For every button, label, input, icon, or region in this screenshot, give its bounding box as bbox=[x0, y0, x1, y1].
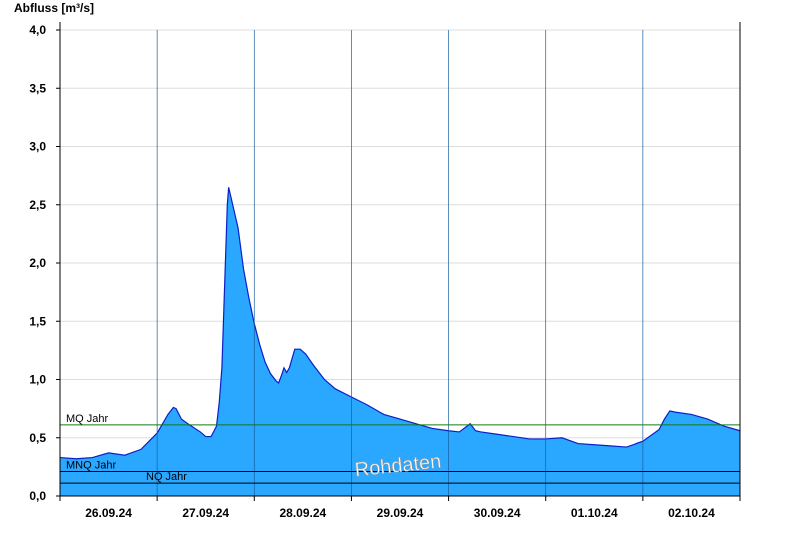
ref-label-mnq-jahr: MNQ Jahr bbox=[66, 460, 116, 472]
y-tick-label: 2,5 bbox=[29, 198, 46, 212]
x-tick-label: 30.09.24 bbox=[474, 506, 521, 520]
discharge-line bbox=[59, 187, 741, 460]
y-tick-label: 1,0 bbox=[29, 373, 46, 387]
discharge-area bbox=[60, 187, 740, 496]
y-tick-label: 1,5 bbox=[29, 314, 46, 328]
x-tick-label: 28.09.24 bbox=[279, 506, 326, 520]
y-tick-label: 2,0 bbox=[29, 256, 46, 270]
y-tick-label: 0,5 bbox=[29, 431, 46, 445]
y-axis-label: Abfluss [m³/s] bbox=[14, 1, 94, 15]
ref-label-nq-jahr: NQ Jahr bbox=[146, 471, 187, 483]
day-lines bbox=[156, 30, 644, 496]
y-tick-label: 3,0 bbox=[29, 140, 46, 154]
grid bbox=[60, 29, 740, 439]
y-tick-label: 4,0 bbox=[29, 23, 46, 37]
y-tick-labels: 0,0 0,5 1,0 1,5 2,0 2,5 3,0 3,5 4,0 bbox=[29, 23, 46, 503]
x-tick-label: 02.10.24 bbox=[668, 506, 715, 520]
y-tick-label: 3,5 bbox=[29, 81, 46, 95]
x-tick-label: 01.10.24 bbox=[571, 506, 618, 520]
y-tick-label: 0,0 bbox=[29, 489, 46, 503]
x-tick-label: 26.09.24 bbox=[85, 506, 132, 520]
x-tick-label: 27.09.24 bbox=[182, 506, 229, 520]
x-tick-label: 29.09.24 bbox=[377, 506, 424, 520]
ref-label-mq-jahr: MQ Jahr bbox=[66, 413, 109, 425]
x-tick-labels: 26.09.24 27.09.24 28.09.24 29.09.24 30.09.24… bbox=[85, 506, 715, 520]
area-layer bbox=[59, 187, 741, 496]
reference-lines: MQ Jahr MNQ Jahr NQ Jahr bbox=[60, 413, 740, 484]
axes bbox=[56, 22, 741, 501]
